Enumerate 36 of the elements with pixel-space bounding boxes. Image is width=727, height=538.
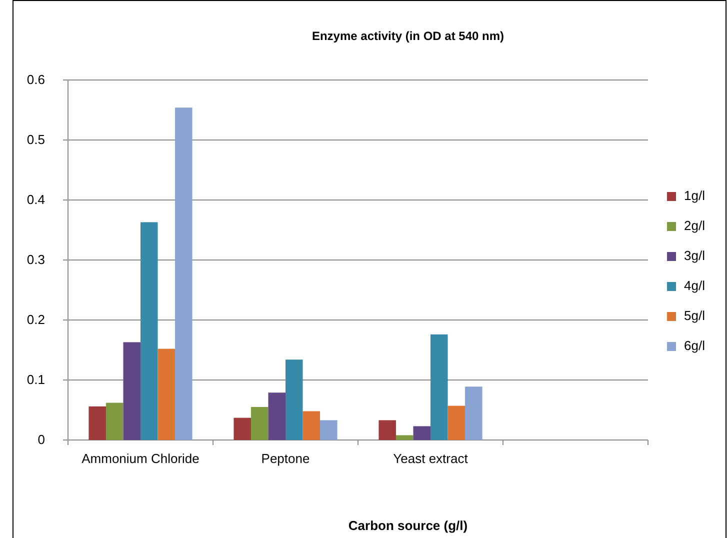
y-tick-label: 0.4: [26, 192, 45, 208]
bar: [448, 406, 466, 440]
x-axis-title: Carbon source (g/l): [348, 518, 468, 533]
bar: [123, 342, 140, 440]
chart-title: Enzyme activity (in OD at 540 nm): [312, 29, 504, 43]
y-tick-label: 0.1: [26, 372, 45, 388]
y-tick-label: 0.5: [26, 132, 45, 148]
y-tick-label: 0.6: [26, 72, 45, 88]
bar: [250, 407, 268, 440]
bar: [320, 420, 338, 440]
bar: [378, 420, 396, 440]
x-tick-label: Peptone: [261, 451, 310, 466]
legend-label: 5g/l: [684, 308, 706, 323]
y-tick-label: 0: [38, 432, 45, 448]
legend-label: 6g/l: [684, 338, 706, 353]
bar: [106, 402, 124, 440]
bar: [88, 406, 106, 440]
bar: [175, 108, 192, 440]
bar: [140, 222, 158, 440]
bar: [396, 435, 414, 440]
x-tick-label: Yeast extract: [393, 451, 468, 466]
bar: [465, 386, 482, 440]
legend-label: 1g/l: [684, 188, 706, 203]
y-tick-label: 0.3: [26, 252, 45, 268]
x-tick-label: Ammonium Chloride: [82, 451, 200, 466]
bar: [268, 392, 286, 440]
bar: [302, 411, 320, 440]
bar: [234, 418, 251, 440]
bar: [430, 334, 448, 440]
y-tick-label: 0.2: [26, 312, 45, 328]
bar: [286, 360, 303, 440]
legend-label: 2g/l: [684, 218, 706, 233]
bar: [413, 426, 430, 440]
legend-label: 4g/l: [684, 278, 706, 293]
legend-label: 3g/l: [684, 248, 706, 263]
bar: [158, 348, 176, 440]
